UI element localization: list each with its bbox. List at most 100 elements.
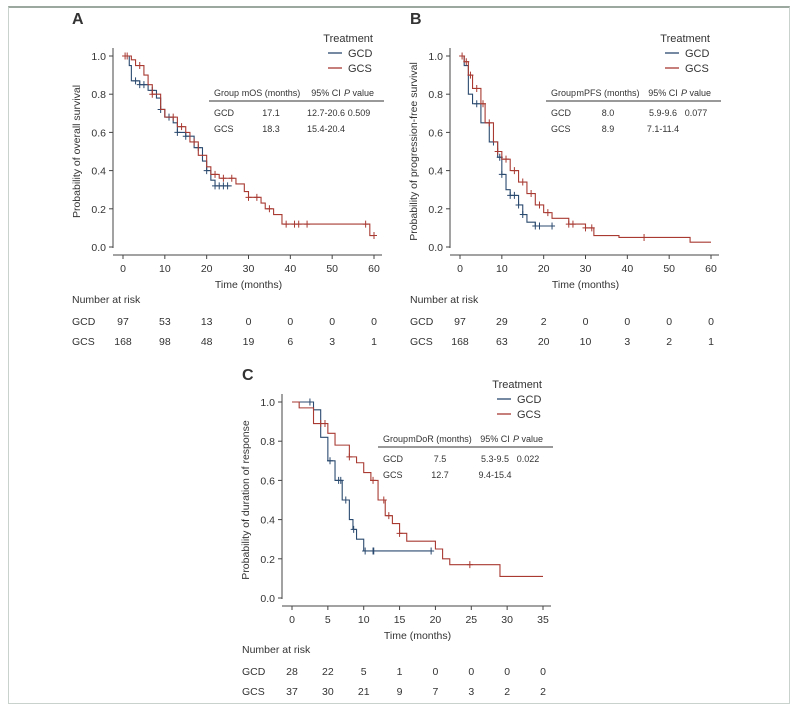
stats-cell: GCD: [383, 454, 404, 464]
risk-table-title: Number at risk: [72, 294, 141, 306]
censor-mark: [519, 211, 526, 219]
censor-mark: [511, 191, 518, 199]
legend-label-GCS: GCS: [517, 409, 541, 421]
panel-label: A: [72, 11, 84, 28]
x-tick-label: 10: [358, 614, 370, 626]
series-GCD: [460, 55, 556, 230]
censor-mark: [473, 100, 480, 108]
risk-count: 0: [329, 316, 335, 328]
censor-mark: [306, 398, 313, 406]
censor-mark: [304, 220, 311, 228]
censor-mark: [536, 222, 543, 230]
stats-cell: 7.1-11.4: [647, 124, 679, 134]
y-tick-label: 1.0: [91, 51, 106, 63]
km-curve-GCD: [460, 55, 553, 227]
y-tick-label: 0.8: [260, 436, 275, 448]
y-tick-label: 0.2: [91, 204, 106, 216]
km-curve-GCS: [292, 401, 543, 577]
censor-mark: [224, 182, 231, 190]
censor-mark: [327, 457, 334, 465]
censor-mark: [396, 529, 403, 537]
x-tick-label: 40: [284, 263, 296, 275]
x-tick-label: 50: [326, 263, 338, 275]
risk-count: 3: [329, 336, 335, 348]
y-tick-label: 0.0: [428, 242, 443, 254]
risk-count: 0: [583, 316, 589, 328]
censor-mark: [342, 496, 349, 504]
censor-mark: [283, 220, 290, 228]
risk-count: 19: [243, 336, 255, 348]
figure-frame: [8, 6, 790, 704]
censor-mark: [245, 193, 252, 201]
censor-mark: [337, 476, 344, 484]
x-tick-label: 10: [159, 263, 171, 275]
km-curve-GCD: [292, 401, 432, 552]
censor-mark: [191, 138, 198, 146]
censor-mark: [588, 224, 595, 232]
censor-mark: [459, 52, 466, 60]
stats-cell: GCD: [214, 108, 235, 118]
censor-mark: [494, 148, 501, 155]
risk-count: 63: [496, 336, 508, 348]
censor-mark: [136, 62, 143, 70]
stats-table: Group mOS (months) 95% CI P value GCD 17.1 12.…: [209, 88, 384, 134]
stats-cell: 5.9-9.6: [649, 108, 677, 118]
x-tick-label: 60: [705, 263, 717, 275]
risk-count: 0: [371, 316, 377, 328]
stats-header: mDoR (months): [408, 434, 472, 444]
censor-mark: [362, 220, 369, 228]
stats-cell: 7.5: [434, 454, 447, 464]
y-tick-label: 0.6: [91, 127, 106, 139]
stats-cell: GCS: [214, 124, 234, 134]
stats-header: 95% CI: [480, 434, 510, 444]
censor-mark: [511, 167, 518, 175]
x-tick-label: 25: [465, 614, 477, 626]
stats-cell: 18.3: [262, 124, 280, 134]
censor-mark: [428, 547, 435, 555]
y-tick-label: 1.0: [260, 397, 275, 409]
x-tick-label: 20: [201, 263, 213, 275]
risk-count: 9: [397, 686, 403, 698]
censor-mark: [466, 561, 473, 569]
risk-table-title: Number at risk: [410, 294, 479, 306]
risk-count: 13: [201, 316, 213, 328]
risk-count: 0: [246, 316, 252, 328]
risk-count: 7: [433, 686, 439, 698]
x-axis-label: Time (months): [215, 279, 282, 291]
x-tick-label: 5: [325, 614, 331, 626]
risk-count: 0: [708, 316, 714, 328]
legend-label-GCD: GCD: [685, 48, 710, 60]
censor-mark: [480, 100, 487, 108]
series-GCS: [292, 401, 543, 577]
y-tick-label: 0.4: [428, 166, 443, 178]
risk-count: 21: [358, 686, 370, 698]
risk-count: 2: [504, 686, 510, 698]
x-tick-label: 20: [430, 614, 442, 626]
stats-header: mOS (months): [242, 88, 301, 98]
censor-mark: [641, 233, 648, 241]
censor-mark: [124, 52, 131, 60]
stats-header: mPFS (months): [576, 88, 639, 98]
censor-mark: [544, 209, 551, 217]
risk-count: 0: [504, 666, 510, 678]
x-tick-label: 60: [368, 263, 380, 275]
y-tick-label: 0.4: [91, 166, 106, 178]
censor-mark: [346, 453, 353, 461]
censor-mark: [486, 119, 493, 127]
risk-count: 97: [454, 316, 466, 328]
risk-count: 0: [666, 316, 672, 328]
legend-label-GCS: GCS: [348, 63, 372, 75]
risk-count: 168: [114, 336, 132, 348]
x-tick-label: 0: [289, 614, 295, 626]
y-tick-label: 0.4: [260, 515, 275, 527]
stats-table: Group mPFS (months) 95% CI P value GCD 8.0 5.9…: [546, 88, 721, 134]
risk-count: 98: [159, 336, 171, 348]
risk-count: 22: [322, 666, 334, 678]
censor-mark: [370, 476, 377, 484]
y-axis-label: Probability of duration of response: [240, 420, 252, 580]
stats-header: P value: [344, 88, 374, 98]
